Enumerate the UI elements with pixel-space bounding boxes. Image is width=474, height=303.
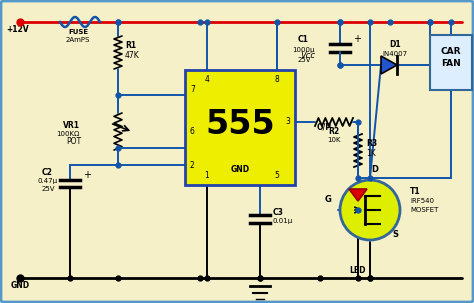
Text: MOSFET: MOSFET: [410, 207, 438, 213]
Text: G: G: [325, 195, 331, 204]
Text: C1: C1: [298, 35, 309, 44]
Text: 2AmPS: 2AmPS: [66, 37, 90, 43]
Polygon shape: [381, 56, 397, 74]
Text: Vcc: Vcc: [300, 51, 315, 60]
Text: 2: 2: [190, 161, 195, 169]
Text: 47K: 47K: [125, 51, 140, 59]
Text: IRF540: IRF540: [410, 198, 434, 204]
Polygon shape: [349, 189, 367, 201]
Text: 25V: 25V: [298, 57, 311, 63]
Text: O/P: O/P: [317, 123, 332, 132]
Text: 555: 555: [205, 108, 275, 141]
Text: R1: R1: [125, 42, 136, 51]
Text: 100KΩ: 100KΩ: [56, 131, 79, 137]
Text: C2: C2: [42, 168, 53, 177]
Text: D: D: [372, 165, 379, 174]
Text: 8: 8: [274, 75, 279, 84]
Text: 0.47µ: 0.47µ: [38, 178, 58, 184]
Text: S: S: [392, 230, 398, 239]
Text: 3: 3: [285, 118, 290, 126]
Text: R3: R3: [366, 139, 377, 148]
Text: +: +: [83, 170, 91, 180]
Text: GND: GND: [10, 281, 29, 290]
Text: T1: T1: [410, 187, 420, 196]
Text: 5: 5: [274, 171, 280, 180]
Text: +12V: +12V: [7, 25, 29, 34]
Bar: [185, 70, 295, 185]
Text: 7: 7: [190, 85, 195, 95]
Text: 25V: 25V: [42, 186, 55, 192]
Text: POT: POT: [66, 137, 81, 146]
Circle shape: [340, 180, 400, 240]
Text: 1K: 1K: [366, 149, 376, 158]
Text: IN4007: IN4007: [383, 51, 408, 57]
Text: LED: LED: [350, 266, 366, 275]
Text: 6: 6: [190, 128, 195, 136]
Text: GND: GND: [230, 165, 250, 174]
Bar: [430, 35, 472, 90]
Text: D1: D1: [389, 40, 401, 49]
Text: 0.01µ: 0.01µ: [273, 218, 293, 224]
Text: 1: 1: [205, 171, 210, 180]
Text: C3: C3: [273, 208, 284, 217]
Text: 1000µ: 1000µ: [292, 47, 315, 53]
Text: R2: R2: [328, 127, 339, 136]
Text: CAR: CAR: [441, 48, 461, 56]
Text: 10K: 10K: [327, 137, 341, 143]
Text: FAN: FAN: [441, 59, 461, 68]
Text: FUSE: FUSE: [68, 29, 88, 35]
Text: +: +: [353, 34, 361, 44]
Text: 4: 4: [205, 75, 210, 84]
Text: VR1: VR1: [63, 121, 80, 130]
